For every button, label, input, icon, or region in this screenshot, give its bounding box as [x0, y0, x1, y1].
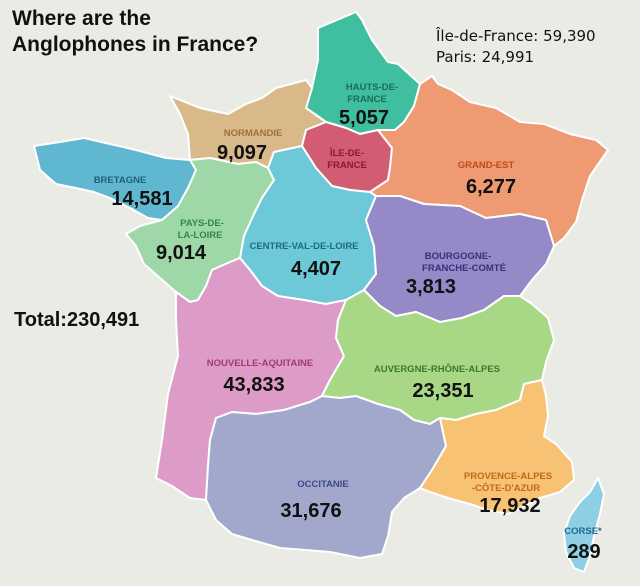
hauts-de-france-label-2: FRANCE [347, 94, 387, 105]
bourgogne-franche-comte-value: 3,813 [406, 276, 456, 298]
occitanie-label: OCCITANIE [297, 479, 349, 490]
auvergne-rhone-alpes-label: AUVERGNE-RHÔNE-ALPES [374, 363, 500, 375]
paris-note-label: Paris: [436, 48, 477, 66]
corse-label: CORSE* [564, 526, 602, 537]
ile-de-france-note-label: Île-de-France: [436, 27, 539, 45]
map-title-line-2: Anglophones in France? [12, 33, 259, 56]
centre-val-de-loire-value: 4,407 [291, 258, 341, 280]
pays-de-la-loire-label-2: LA-LOIRE [178, 230, 223, 241]
bourgogne-franche-comte-label: BOURGOGNE- [425, 251, 492, 262]
provence-alpes-cote-dazur-value: 17,932 [479, 495, 540, 517]
bretagne-value: 14,581 [111, 188, 172, 210]
ile-de-france-label: ÎLE-DE- [329, 147, 364, 159]
paris-note: Paris: 24,991 [436, 48, 534, 66]
nouvelle-aquitaine-label: NOUVELLE-AQUITAINE [207, 358, 313, 369]
map-title-line-1: Where are the [12, 7, 151, 30]
ile-de-france-note: Île-de-France: 59,390 [436, 27, 596, 45]
pays-de-la-loire-label: PAYS-DE- [180, 218, 224, 229]
region-occitanie[interactable] [205, 395, 447, 559]
region-corse[interactable] [563, 477, 605, 573]
provence-alpes-cote-dazur-label: PROVENCE-ALPES [464, 471, 552, 482]
hauts-de-france-value: 5,057 [339, 107, 389, 129]
map-title: Where are the Anglophones in France? [12, 6, 258, 58]
occitanie-value: 31,676 [280, 500, 341, 522]
centre-val-de-loire-label: CENTRE-VAL-DE-LOIRE [249, 241, 358, 252]
auvergne-rhone-alpes-value: 23,351 [412, 380, 473, 402]
grand-est-value: 6,277 [466, 176, 516, 198]
normandie-value: 9,097 [217, 142, 267, 164]
normandie-label: NORMANDIE [224, 128, 283, 139]
bretagne-label: BRETAGNE [94, 175, 147, 186]
grand-est-label: GRAND-EST [458, 160, 515, 171]
nouvelle-aquitaine-value: 43,833 [223, 374, 284, 396]
bourgogne-franche-comte-label-2: FRANCHE-COMTÉ [422, 263, 506, 274]
region-provence-alpes-cote-dazur[interactable] [419, 379, 575, 515]
paris-note-value: 24,991 [481, 48, 535, 66]
corse-value: 289 [567, 541, 600, 563]
pays-de-la-loire-value: 9,014 [156, 242, 207, 264]
hauts-de-france-label: HAUTS-DE- [346, 82, 398, 93]
provence-alpes-cote-dazur-label-2: -CÔTE-D'AZUR [472, 482, 540, 494]
ile-de-france-label-2: FRANCE [327, 160, 367, 171]
total-count: Total:230,491 [14, 309, 140, 331]
ile-de-france-note-value: 59,390 [543, 27, 596, 45]
